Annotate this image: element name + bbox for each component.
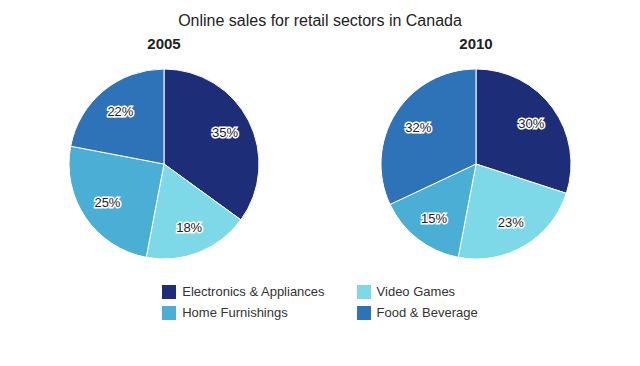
svg-text:30%: 30% [518,116,544,131]
svg-text:18%: 18% [176,220,202,235]
html-text:Online sales for retail sector: Online sales for retail sectors in Canad… [178,12,462,29]
svg-text:15%: 15% [421,211,447,226]
html-text:2010: 2010 [459,35,493,52]
svg-text:25%: 25% [94,195,120,210]
html-text:Electronics & Appliances: Electronics & Appliances [182,284,325,299]
html-text:Video Games: Video Games [376,284,456,299]
html-text:Home Furnishings: Home Furnishings [182,305,288,320]
html-text:Food & Beverage: Food & Beverage [376,305,478,320]
svg-text:35%: 35% [212,125,238,140]
svg-text:22%: 22% [107,104,133,119]
svg-text:23%: 23% [498,215,524,230]
html-text:2005: 2005 [147,35,181,52]
svg-text:32%: 32% [405,120,431,135]
